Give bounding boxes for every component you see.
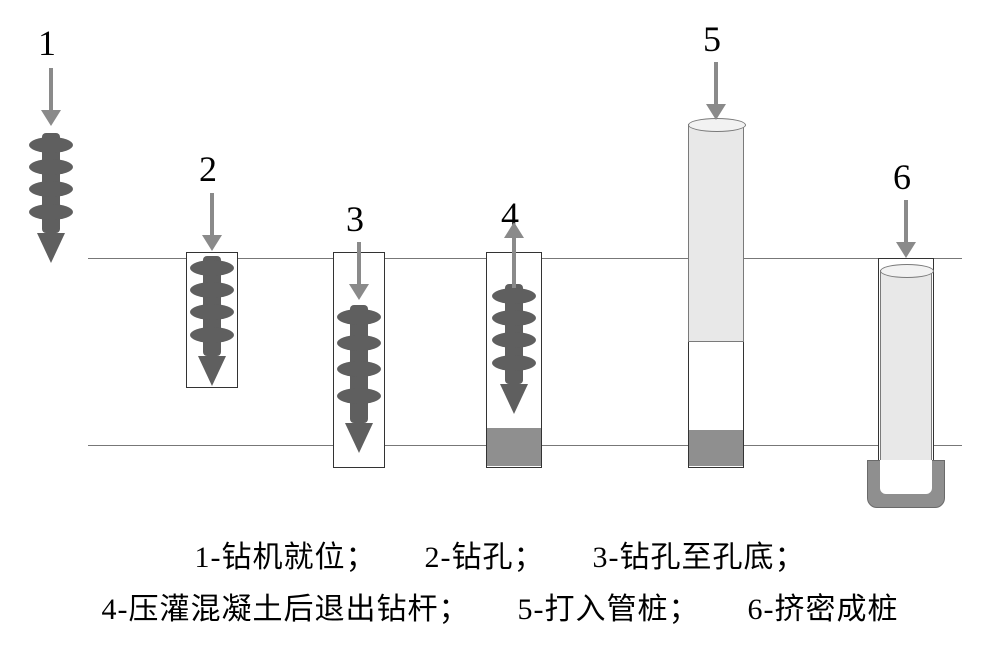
auger-drill-3: [334, 305, 384, 453]
legend-item-3: 3-钻孔至孔底；: [593, 532, 806, 576]
drill-flute: [190, 282, 234, 298]
drill-tip: [500, 384, 528, 414]
legend-row-1: 1-钻机就位； 2-钻孔； 3-钻孔至孔底；: [0, 532, 1000, 576]
pile-foot-cavity: [880, 460, 932, 494]
drill-flute: [190, 327, 234, 343]
legend: 1-钻机就位； 2-钻孔； 3-钻孔至孔底； 4-压灌混凝土后退出钻杆； 5-打入管桩…: [0, 532, 1000, 628]
drill-flute: [492, 332, 536, 348]
drill-flute: [337, 309, 381, 325]
step-number-3: 3: [346, 198, 364, 240]
drill-tip: [345, 423, 373, 453]
step-arrow-3-down-icon: [349, 242, 369, 300]
legend-item-5: 5-打入管桩；: [518, 584, 700, 628]
step-arrow-6-down-icon: [896, 200, 916, 258]
pipe-top-ellipse-1: [688, 118, 746, 132]
drill-shaft: [350, 305, 368, 423]
auger-drill-2: [187, 256, 237, 386]
auger-drill-1: [26, 133, 76, 263]
step-number-2: 2: [199, 148, 217, 190]
legend-item-2: 2-钻孔；: [425, 532, 545, 576]
pipe-top-ellipse-2: [880, 264, 934, 278]
drill-flute: [337, 388, 381, 404]
drill-shaft: [505, 284, 523, 384]
step-arrow-2-down-icon: [202, 193, 222, 251]
concrete-fill-1: [487, 428, 541, 466]
auger-drill-4: [489, 284, 539, 414]
step-arrow-4-up-icon: [504, 222, 524, 288]
pipe-2: [880, 270, 932, 462]
step-number-6: 6: [893, 156, 911, 198]
drill-flute: [190, 260, 234, 276]
drill-flute: [337, 361, 381, 377]
drill-flute: [29, 159, 73, 175]
drill-flute: [190, 304, 234, 320]
step-arrow-1-down-icon: [41, 68, 61, 126]
drill-flute: [492, 355, 536, 371]
drill-shaft: [42, 133, 60, 233]
drill-flute: [492, 310, 536, 326]
step-arrow-5-down-icon: [706, 62, 726, 120]
step-number-1: 1: [38, 22, 56, 64]
legend-item-1: 1-钻机就位；: [195, 532, 377, 576]
step-number-5: 5: [703, 18, 721, 60]
legend-item-4: 4-压灌混凝土后退出钻杆；: [102, 584, 470, 628]
pipe-1: [688, 124, 744, 342]
diagram-stage: 123456 1-钻机就位；2-钻孔；3-钻孔至孔底； 4-压灌混凝土后退出钻杆…: [0, 0, 1000, 658]
drill-flute: [337, 335, 381, 351]
drill-shaft: [203, 256, 221, 356]
legend-row-2: 4-压灌混凝土后退出钻杆； 5-打入管桩； 6-挤密成桩: [0, 584, 1000, 628]
concrete-fill-2: [689, 430, 743, 466]
legend-item-6: 6-挤密成桩: [748, 584, 899, 628]
drill-tip: [198, 356, 226, 386]
drill-flute: [492, 288, 536, 304]
drill-flute: [29, 181, 73, 197]
drill-flute: [29, 204, 73, 220]
drill-tip: [37, 233, 65, 263]
drill-flute: [29, 137, 73, 153]
